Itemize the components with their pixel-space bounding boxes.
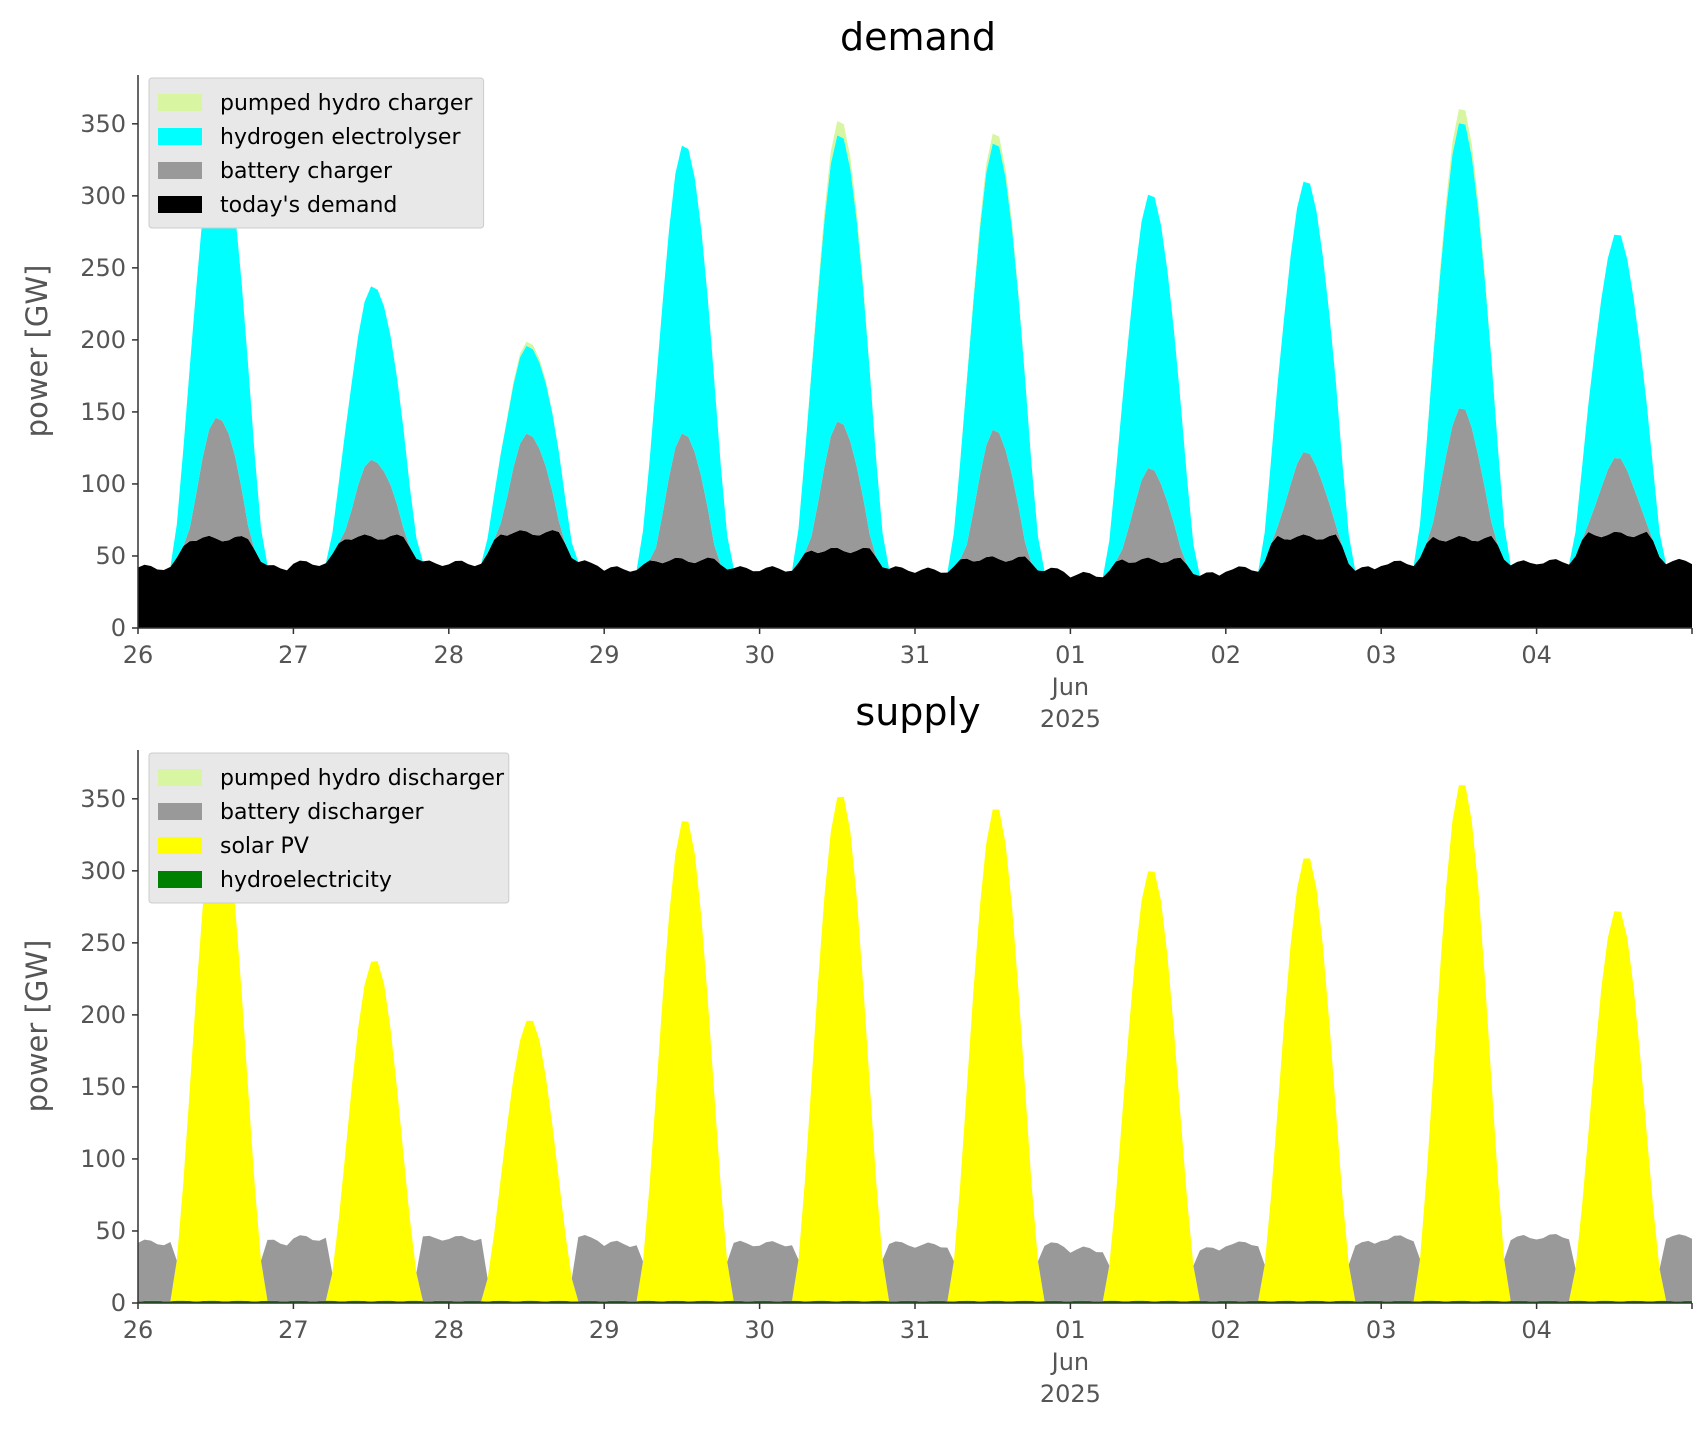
- y-tick-label: 0: [111, 1289, 126, 1317]
- y-tick-label: 300: [80, 182, 126, 210]
- y-tick-label: 100: [80, 470, 126, 498]
- x-tick-label: 27: [278, 1316, 309, 1344]
- demand-axes: 0 50 100 150 200 250 300 350 26 27 28 29 30 31 01 Jun 20…: [80, 75, 1693, 733]
- y-tick-label: 200: [80, 326, 126, 354]
- legend-label: pumped hydro discharger: [220, 766, 505, 791]
- area-today-s-demand: [138, 530, 1692, 628]
- legend-label: hydroelectricity: [220, 868, 392, 893]
- x-tick-label: 28: [434, 1316, 465, 1344]
- x-tick-label: 26: [123, 1316, 154, 1344]
- legend-swatch: [158, 871, 202, 888]
- x-tick-sublabel: 2025: [1040, 705, 1101, 733]
- legend-swatch: [158, 94, 202, 111]
- x-tick-sublabel: 2025: [1040, 1380, 1101, 1408]
- x-tick-label: 02: [1211, 641, 1242, 669]
- y-tick-label: 150: [80, 1073, 126, 1101]
- legend-box: [148, 77, 485, 229]
- y-tick-label: 250: [80, 254, 126, 282]
- legend-swatch: [158, 769, 202, 786]
- x-tick-label: 03: [1366, 1316, 1397, 1344]
- legend-swatch: [158, 837, 202, 854]
- x-tick-sublabel: Jun: [1050, 673, 1090, 701]
- supply-legend: pumped hydro discharger battery discharge…: [148, 752, 510, 904]
- area-hydrogen-electrolyser: [138, 123, 1692, 578]
- x-tick-label: 01: [1055, 641, 1086, 669]
- demand-legend: pumped hydro charger hydrogen electrolyse…: [148, 77, 485, 229]
- x-tick-label: 01: [1055, 1316, 1086, 1344]
- demand-areas: [138, 109, 1692, 628]
- supply-axes: 0 50 100 150 200 250 300 350 26 27 28 29 30 31 01 Jun 20…: [80, 750, 1693, 1408]
- y-tick-label: 200: [80, 1001, 126, 1029]
- legend-label: battery discharger: [220, 800, 425, 825]
- x-tick-label: 31: [900, 641, 931, 669]
- area-battery-charger: [138, 408, 1692, 578]
- x-tick-label: 28: [434, 641, 465, 669]
- legend-label: pumped hydro charger: [220, 91, 473, 116]
- x-tick-label: 02: [1211, 1316, 1242, 1344]
- supply-panel: supply 0 50 100 150 200 250 300 350 26 27 28 29 30 31…: [20, 690, 1693, 1408]
- legend-label: hydrogen electrolyser: [220, 125, 461, 150]
- y-tick-label: 0: [111, 614, 126, 642]
- y-tick-label: 100: [80, 1145, 126, 1173]
- demand-title: demand: [840, 15, 996, 59]
- legend-label: battery charger: [220, 159, 393, 184]
- x-tick-label: 03: [1366, 641, 1397, 669]
- y-tick-label: 50: [95, 542, 126, 570]
- supply-ylabel: power [GW]: [20, 940, 54, 1113]
- legend-swatch: [158, 162, 202, 179]
- x-tick-label: 30: [744, 641, 775, 669]
- legend-swatch: [158, 128, 202, 145]
- legend-swatch: [158, 803, 202, 820]
- y-tick-label: 350: [80, 785, 126, 813]
- x-tick-label: 29: [589, 641, 620, 669]
- y-tick-label: 350: [80, 110, 126, 138]
- legend-swatch: [158, 196, 202, 213]
- x-tick-sublabel: Jun: [1050, 1348, 1090, 1376]
- legend-label: solar PV: [220, 834, 309, 859]
- x-tick-label: 31: [900, 1316, 931, 1344]
- area-battery-discharger: [138, 785, 1692, 1302]
- x-tick-label: 04: [1521, 1316, 1552, 1344]
- legend-box: [148, 752, 510, 904]
- x-tick-label: 04: [1521, 641, 1552, 669]
- x-tick-label: 30: [744, 1316, 775, 1344]
- y-tick-label: 300: [80, 857, 126, 885]
- demand-panel: demand 0 50 100 150 200 250 300 350 26 27 28 29 30 31…: [20, 15, 1693, 733]
- y-tick-label: 150: [80, 398, 126, 426]
- area-solar-pv: [138, 785, 1692, 1302]
- x-tick-label: 29: [589, 1316, 620, 1344]
- x-tick-label: 27: [278, 641, 309, 669]
- y-tick-label: 50: [95, 1217, 126, 1245]
- demand-ylabel: power [GW]: [20, 265, 54, 438]
- y-tick-label: 250: [80, 929, 126, 957]
- legend-label: today's demand: [220, 193, 397, 218]
- supply-title: supply: [855, 690, 980, 734]
- x-tick-label: 26: [123, 641, 154, 669]
